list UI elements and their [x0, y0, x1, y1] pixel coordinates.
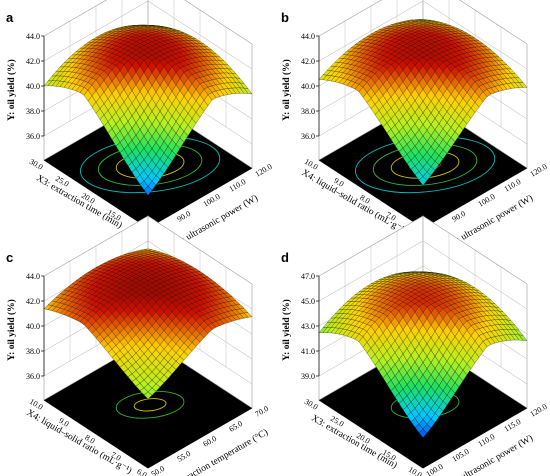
z-tick-label: 42.0 [26, 57, 40, 66]
panel-letter: d [281, 250, 289, 265]
z-tick-label: 44.0 [26, 32, 40, 41]
z-tick-label: 45.0 [301, 297, 315, 306]
y-axis-line [318, 399, 424, 469]
surface-cell [143, 186, 153, 196]
x-axis-line [147, 167, 253, 229]
z-axis-title: Y: oil yield (%) [6, 59, 17, 121]
z-tick-label: 36.0 [26, 372, 40, 381]
panel-letter: b [281, 10, 289, 25]
y-tick-label: 30.0 [303, 397, 320, 412]
surface-cell [418, 176, 428, 186]
x-tick-label: 70.0 [254, 404, 271, 419]
x-axis-line [422, 167, 528, 229]
z-tick-label: 39.0 [301, 372, 315, 381]
response-surface [43, 248, 253, 400]
z-tick-label: 47.0 [301, 272, 315, 281]
surface-panel-a: 36.038.040.042.044.0Y: oil yield (%)80.0… [6, 0, 274, 251]
surface-panel-d: 39.041.043.045.047.0Y: oil yield (%)100.… [281, 215, 549, 476]
y-tick-label: 7.0 [109, 450, 122, 463]
surface-cell [143, 391, 153, 400]
z-tick-label: 42.0 [26, 297, 40, 306]
y-tick-label: 10.0 [407, 465, 424, 476]
response-surface [43, 24, 253, 196]
x-axis-line [147, 407, 253, 469]
z-tick-label: 44.0 [301, 32, 315, 41]
z-tick-label: 40.0 [301, 82, 315, 91]
surface-panel-c: 36.038.040.042.044.0Y: oil yield (%)50.0… [6, 215, 271, 476]
x-axis-line [422, 407, 528, 469]
z-tick-label: 38.0 [26, 107, 40, 116]
y-tick-label: 9.0 [57, 416, 70, 429]
z-tick-label: 40.0 [26, 82, 40, 91]
y-tick-label: 8.0 [358, 193, 371, 206]
z-axis-title: Y: oil yield (%) [281, 59, 292, 121]
y-tick-label: 6.0 [135, 467, 148, 476]
response-surface [318, 19, 528, 186]
z-tick-label: 36.0 [301, 132, 315, 141]
response-surface [318, 271, 528, 438]
x-tick-label: 120.0 [529, 402, 549, 419]
wall-gridline [318, 0, 528, 45]
y-axis-line [318, 159, 424, 229]
z-tick-label: 42.0 [301, 57, 315, 66]
z-tick-label: 40.0 [26, 322, 40, 331]
z-tick-label: 38.0 [26, 347, 40, 356]
floor-plane [44, 340, 252, 468]
surface-cell [418, 428, 428, 438]
y-tick-label: 9.0 [332, 176, 345, 189]
surface-panel-b: 36.038.040.042.044.0Y: oil yield (%)80.0… [281, 0, 549, 251]
z-axis-title: Y: oil yield (%) [6, 299, 17, 361]
y-tick-label: 30.0 [28, 157, 45, 172]
z-tick-label: 43.0 [301, 322, 315, 331]
y-axis-line [43, 159, 149, 229]
y-axis-line [43, 399, 149, 469]
z-tick-label: 38.0 [301, 107, 315, 116]
z-tick-label: 44.0 [26, 272, 40, 281]
x-tick-label: 120.0 [529, 162, 549, 179]
y-tick-label: 7.0 [384, 210, 397, 223]
floor-contour [133, 398, 167, 412]
z-tick-label: 36.0 [26, 132, 40, 141]
x-tick-label: 120.0 [254, 162, 274, 179]
y-tick-label: 8.0 [83, 433, 96, 446]
z-tick-label: 41.0 [301, 347, 315, 356]
panel-letter: c [6, 250, 13, 265]
z-axis-title: Y: oil yield (%) [281, 299, 292, 361]
panel-letter: a [6, 10, 14, 25]
wall-gridline [43, 0, 253, 45]
